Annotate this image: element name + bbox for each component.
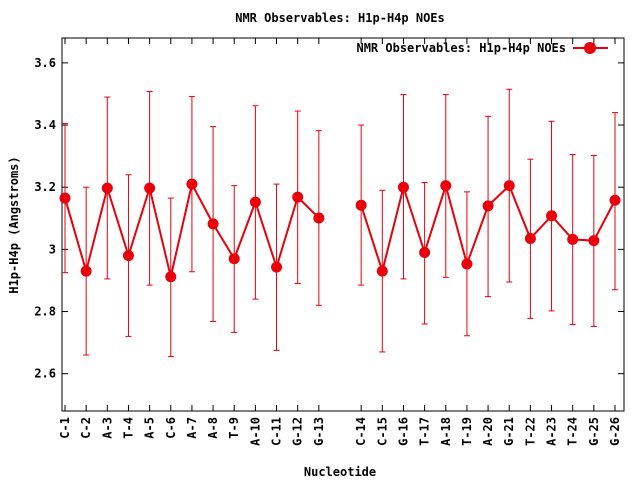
y-tick-label: 3.4 <box>34 118 56 132</box>
x-tick-label: C-14 <box>354 417 368 446</box>
x-axis: C-1 C-2 A-3 T-4 A-5 C-6 A-7 A-8 T-9 A-10 C-11 G-12 G… <box>58 38 622 446</box>
x-tick-label: T-9 <box>227 417 241 439</box>
data-point <box>524 232 536 244</box>
x-tick-label: G-21 <box>502 417 516 446</box>
y-axis-label: H1p-H4p (Angstroms) <box>7 156 21 293</box>
data-point <box>101 182 113 194</box>
x-tick-label: A-8 <box>206 417 220 439</box>
data-point <box>440 180 452 192</box>
x-tick-label: G-25 <box>587 417 601 446</box>
data-point <box>461 258 473 270</box>
y-tick-label: 3.6 <box>34 56 56 70</box>
y-tick-label: 3.2 <box>34 180 56 194</box>
data-point <box>609 194 621 206</box>
x-tick-label: T-19 <box>460 417 474 446</box>
legend-label: NMR Observables: H1p-H4p NOEs <box>356 41 566 55</box>
data-point <box>144 182 156 194</box>
x-tick-label: C-15 <box>375 417 389 446</box>
data-point <box>546 210 558 222</box>
data-point <box>249 196 261 208</box>
data-point <box>397 181 409 193</box>
x-tick-label: A-18 <box>439 417 453 446</box>
data-point <box>482 200 494 212</box>
x-tick-label: T-17 <box>418 417 432 446</box>
data-point <box>313 212 325 224</box>
data-point <box>567 233 579 245</box>
y-tick-label: 2.8 <box>34 305 56 319</box>
x-tick-label: G-12 <box>291 417 305 446</box>
x-tick-label: A-10 <box>248 417 262 446</box>
x-tick-label: A-7 <box>185 417 199 439</box>
data-point <box>207 218 219 230</box>
x-tick-label: T-4 <box>121 417 135 439</box>
y-axis: 2.6 2.8 3 3.2 3.4 3.6 <box>34 56 624 381</box>
data-point <box>292 191 304 203</box>
chart-title: NMR Observables: H1p-H4p NOEs <box>235 11 445 25</box>
data-point <box>503 180 515 192</box>
x-tick-label: C-6 <box>164 417 178 439</box>
data-point <box>355 199 367 211</box>
x-tick-label: A-23 <box>545 417 559 446</box>
data-point <box>376 265 388 277</box>
x-tick-label: T-22 <box>523 417 537 446</box>
legend-marker-swatch <box>584 42 596 54</box>
data-point <box>228 253 240 265</box>
data-point <box>271 261 283 273</box>
x-tick-label: A-3 <box>100 417 114 439</box>
y-tick-label: 2.6 <box>34 367 56 381</box>
data-point <box>122 250 134 262</box>
x-tick-label: C-2 <box>79 417 93 439</box>
data-point <box>588 235 600 247</box>
x-tick-label: A-20 <box>481 417 495 446</box>
legend: NMR Observables: H1p-H4p NOEs <box>356 41 608 55</box>
data-point <box>80 265 92 277</box>
data-point <box>59 192 71 204</box>
data-point <box>419 246 431 258</box>
x-tick-label: G-13 <box>312 417 326 446</box>
x-tick-label: A-5 <box>143 417 157 439</box>
plot-frame <box>61 37 625 412</box>
x-tick-label: T-24 <box>566 417 580 446</box>
data-point <box>165 271 177 283</box>
y-tick-label: 3 <box>49 242 56 256</box>
x-tick-label: G-16 <box>396 417 410 446</box>
x-tick-label: C-1 <box>58 417 72 439</box>
x-axis-label: Nucleotide <box>304 465 376 479</box>
data-point <box>186 178 198 190</box>
series-layer <box>59 88 621 358</box>
x-tick-label: C-11 <box>270 417 284 446</box>
x-tick-label: G-26 <box>608 417 622 446</box>
